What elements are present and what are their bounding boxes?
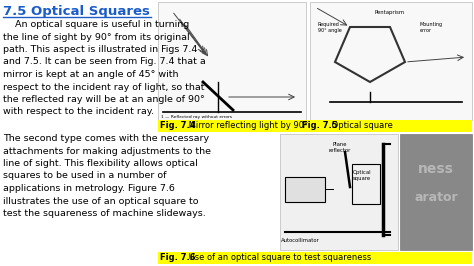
Text: line of sight. This flexibility allows optical: line of sight. This flexibility allows o… [3, 159, 198, 168]
Text: Optical square: Optical square [329, 122, 393, 131]
Bar [310, 2, 472, 120]
Text: Mirror reflecting light by 90°: Mirror reflecting light by 90° [186, 122, 311, 131]
Bar [285, 177, 325, 202]
Text: the line of sight by 90° from its original: the line of sight by 90° from its origin… [3, 32, 190, 41]
Text: Autocollimator: Autocollimator [281, 238, 319, 243]
Text: Optical
square: Optical square [353, 170, 371, 181]
Text: 7.5 Optical Squares: 7.5 Optical Squares [3, 5, 150, 18]
Bar [158, 252, 472, 264]
Text: respect to the incident ray of light, so that: respect to the incident ray of light, so… [3, 82, 204, 92]
Text: An optical square is useful in turning: An optical square is useful in turning [3, 20, 189, 29]
Text: path. This aspect is illustrated in Figs 7.4: path. This aspect is illustrated in Figs… [3, 45, 197, 54]
Text: The second type comes with the necessary: The second type comes with the necessary [3, 134, 209, 143]
Text: with respect to the incident ray.: with respect to the incident ray. [3, 107, 154, 117]
Text: Fig. 7.5: Fig. 7.5 [302, 122, 337, 131]
Text: applications in metrology. Figure 7.6: applications in metrology. Figure 7.6 [3, 184, 175, 193]
Text: Fig. 7.4: Fig. 7.4 [160, 122, 196, 131]
Text: the reflected ray will be at an angle of 90°: the reflected ray will be at an angle of… [3, 95, 205, 104]
Text: Pentaprism: Pentaprism [375, 10, 405, 15]
Text: squares to be used in a number of: squares to be used in a number of [3, 172, 166, 181]
Bar [158, 2, 306, 120]
Text: 3 — Reflected ray due to base error: 3 — Reflected ray due to base error [161, 127, 239, 131]
Text: and 7.5. It can be seen from Fig. 7.4 that a: and 7.5. It can be seen from Fig. 7.4 th… [3, 57, 206, 66]
Text: test the squareness of machine slideways.: test the squareness of machine slideways… [3, 209, 206, 218]
Text: Fig. 7.6: Fig. 7.6 [160, 253, 196, 263]
Text: Required
90° angle: Required 90° angle [318, 22, 342, 33]
Text: Mounting
error: Mounting error [420, 22, 443, 33]
Text: Plane
reflector: Plane reflector [329, 142, 351, 153]
Bar [280, 134, 398, 250]
Text: mirror is kept at an angle of 45° with: mirror is kept at an angle of 45° with [3, 70, 179, 79]
Text: arator: arator [414, 191, 458, 204]
Bar [352, 164, 380, 204]
Text: illustrates the use of an optical square to: illustrates the use of an optical square… [3, 197, 199, 206]
Bar [158, 120, 472, 132]
Text: 1 — Reflected ray without errors: 1 — Reflected ray without errors [161, 115, 232, 119]
Bar [400, 134, 472, 250]
Text: Use of an optical square to test squareness: Use of an optical square to test squaren… [186, 253, 371, 263]
Text: 2 — Reflected ray due to mounting error: 2 — Reflected ray due to mounting error [161, 121, 250, 125]
Text: ness: ness [418, 162, 454, 176]
Text: attachments for making adjustments to the: attachments for making adjustments to th… [3, 147, 211, 156]
